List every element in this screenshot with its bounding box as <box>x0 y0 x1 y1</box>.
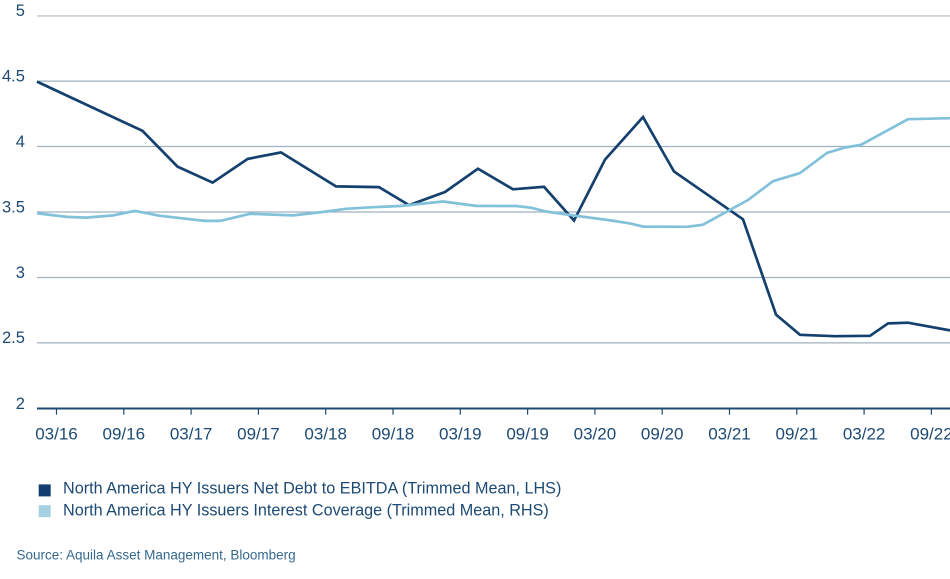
svg-text:North America HY Issuers Net D: North America HY Issuers Net Debt to EBI… <box>63 479 561 497</box>
svg-text:09/18: 09/18 <box>372 425 415 444</box>
svg-text:03/18: 03/18 <box>304 425 347 444</box>
svg-text:4: 4 <box>16 133 25 151</box>
svg-text:03/22: 03/22 <box>843 425 886 444</box>
svg-text:09/21: 09/21 <box>776 425 819 444</box>
svg-text:09/16: 09/16 <box>103 425 146 444</box>
svg-text:3: 3 <box>16 264 25 282</box>
svg-text:3.5: 3.5 <box>2 198 25 216</box>
svg-text:09/22: 09/22 <box>910 425 950 444</box>
svg-text:09/19: 09/19 <box>506 425 549 444</box>
svg-text:09/17: 09/17 <box>237 425 280 444</box>
svg-text:North America HY Issuers Inter: North America HY Issuers Interest Covera… <box>63 501 549 519</box>
svg-text:03/19: 03/19 <box>439 425 482 444</box>
svg-text:03/20: 03/20 <box>574 425 617 444</box>
svg-text:09/20: 09/20 <box>641 425 684 444</box>
svg-text:03/17: 03/17 <box>170 425 213 444</box>
svg-text:03/21: 03/21 <box>708 425 751 444</box>
svg-text:5: 5 <box>16 2 25 20</box>
svg-text:2.5: 2.5 <box>2 329 25 347</box>
svg-text:2: 2 <box>16 395 25 413</box>
svg-text:4.5: 4.5 <box>2 67 25 85</box>
svg-text:Source: Aquila Asset Managemen: Source: Aquila Asset Management, Bloombe… <box>17 548 296 563</box>
svg-text:03/16: 03/16 <box>35 425 78 444</box>
